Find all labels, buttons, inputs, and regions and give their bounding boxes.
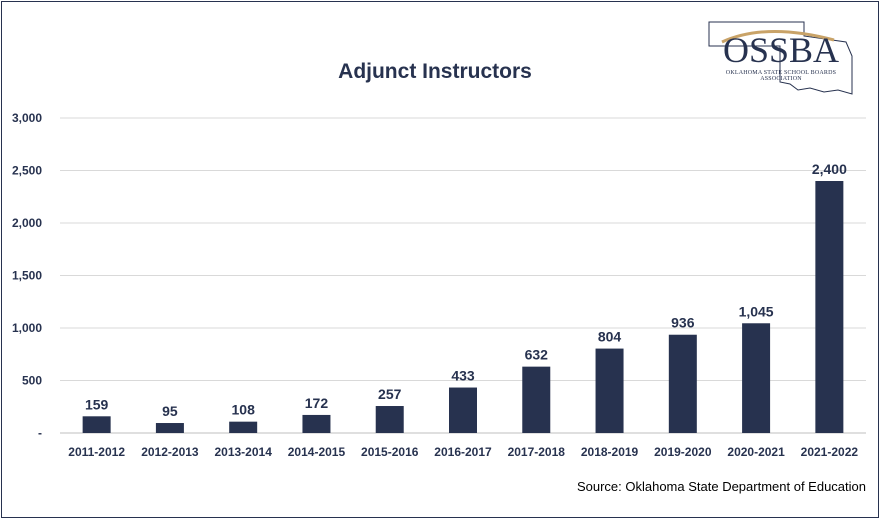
data-label: 1,045: [739, 303, 774, 319]
x-tick-label: 2019-2020: [654, 445, 712, 459]
bar: [229, 421, 258, 433]
gridlines: [60, 117, 866, 434]
data-label: 804: [598, 329, 622, 345]
chart-title: Adjunct Instructors: [338, 60, 532, 83]
source-note: Source: Oklahoma State Department of Edu…: [576, 479, 866, 494]
bar: [668, 334, 697, 433]
x-tick-label: 2011-2012: [68, 445, 125, 459]
y-tick-label: 1,500: [12, 269, 42, 283]
x-tick-label: 2012-2013: [141, 445, 199, 459]
y-tick-label: 2,000: [12, 216, 42, 230]
bar: [302, 414, 331, 433]
bars: [82, 181, 844, 433]
oklahoma-outline-icon: [708, 21, 853, 95]
data-label: 2,400: [812, 161, 847, 177]
bar-chart: - 500 1,000 1,500 2,000 2,500 3,000 159 95 108 17…: [12, 111, 866, 459]
bar: [742, 323, 771, 433]
x-tick-label: 2013-2014: [214, 445, 272, 459]
data-label: 159: [85, 396, 109, 412]
bar: [595, 348, 624, 433]
y-axis-ticks: - 500 1,000 1,500 2,000 2,500 3,000: [12, 111, 42, 440]
y-tick-label: 3,000: [12, 111, 42, 125]
y-tick-label: -: [38, 426, 42, 440]
bar: [375, 406, 404, 433]
y-tick-label: 1,000: [12, 321, 42, 335]
logo-wordmark: OSSBA: [722, 30, 840, 70]
y-tick-label: 500: [22, 374, 42, 388]
bar: [82, 416, 111, 433]
x-tick-label: 2021-2022: [801, 445, 859, 459]
x-tick-label: 2014-2015: [288, 445, 346, 459]
bar: [522, 366, 551, 433]
bar: [155, 423, 184, 433]
bar: [815, 181, 844, 433]
data-label: 108: [232, 402, 256, 418]
logo-subtitle: OKLAHOMA STATE SCHOOL BOARDS ASSOCIATION: [725, 70, 837, 82]
data-label: 95: [162, 403, 178, 419]
x-tick-label: 2018-2019: [581, 445, 639, 459]
x-tick-label: 2016-2017: [434, 445, 492, 459]
y-tick-label: 2,500: [12, 164, 42, 178]
data-label: 433: [451, 368, 475, 384]
data-labels: 159 95 108 172 257 433 632 804 936 1,045 2,400: [85, 161, 847, 419]
x-axis-labels: 2011-2012 2012-2013 2013-2014 2014-2015 2015…: [68, 445, 858, 459]
data-label: 632: [525, 347, 549, 363]
x-tick-label: 2020-2021: [727, 445, 785, 459]
data-label: 172: [305, 395, 329, 411]
x-tick-label: 2015-2016: [361, 445, 419, 459]
x-tick-label: 2017-2018: [508, 445, 566, 459]
data-label: 257: [378, 386, 402, 402]
ossba-logo: OSSBA OKLAHOMA STATE SCHOOL BOARDS ASSOC…: [706, 20, 856, 98]
data-label: 936: [671, 315, 695, 331]
bar: [449, 387, 477, 433]
